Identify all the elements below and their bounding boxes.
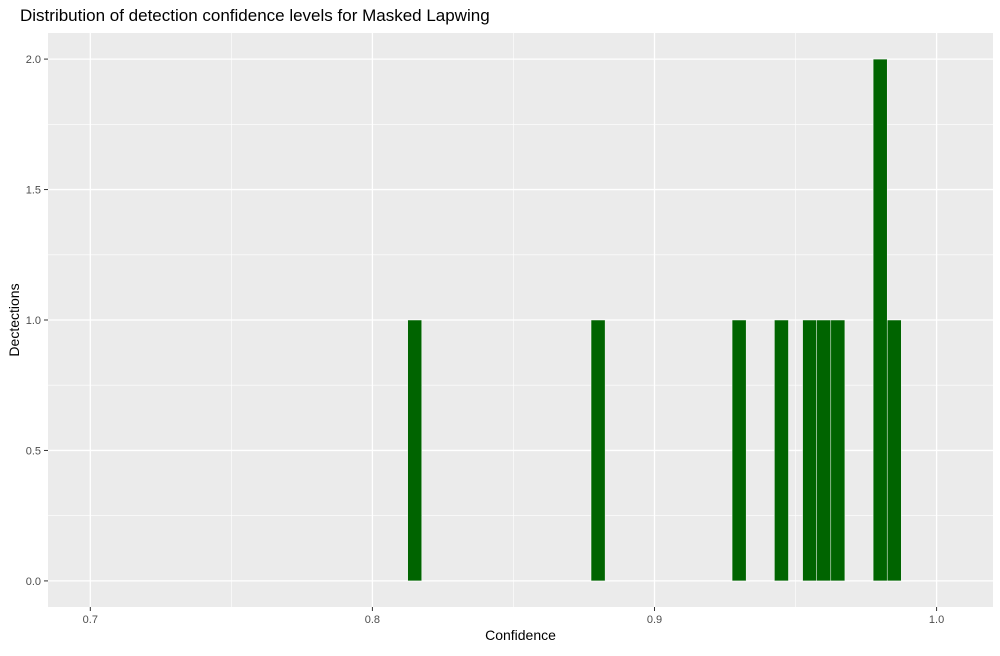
major-gridlines: [48, 33, 993, 607]
bars: [407, 58, 902, 582]
y-tick-label: 0.5: [26, 445, 41, 457]
x-axis-title: Confidence: [485, 627, 556, 643]
y-tick-label: 2.0: [26, 54, 41, 66]
x-tick-label: 0.8: [365, 614, 380, 626]
histogram-bar: [802, 319, 817, 582]
y-tick-label: 0.0: [26, 576, 41, 588]
y-axis-title: Dectections: [6, 283, 22, 356]
histogram-bar: [407, 319, 423, 582]
y-axis: 0.0 0.5 1.0 1.5 2.0: [26, 54, 48, 588]
histogram-bar: [590, 319, 606, 582]
histogram-bar: [816, 319, 832, 582]
x-tick-label: 0.7: [83, 614, 98, 626]
histogram-bar: [830, 319, 846, 582]
chart-title: Distribution of detection confidence lev…: [20, 6, 490, 25]
y-tick-label: 1.0: [26, 315, 41, 327]
histogram-bar: [731, 319, 747, 582]
x-axis: 0.7 0.8 0.9 1.0: [83, 607, 944, 626]
histogram-bar: [774, 319, 789, 582]
x-tick-label: 0.9: [647, 614, 662, 626]
histogram-bar: [872, 58, 888, 582]
histogram-bar: [886, 319, 902, 582]
x-tick-label: 1.0: [929, 614, 944, 626]
y-tick-label: 1.5: [26, 185, 41, 197]
